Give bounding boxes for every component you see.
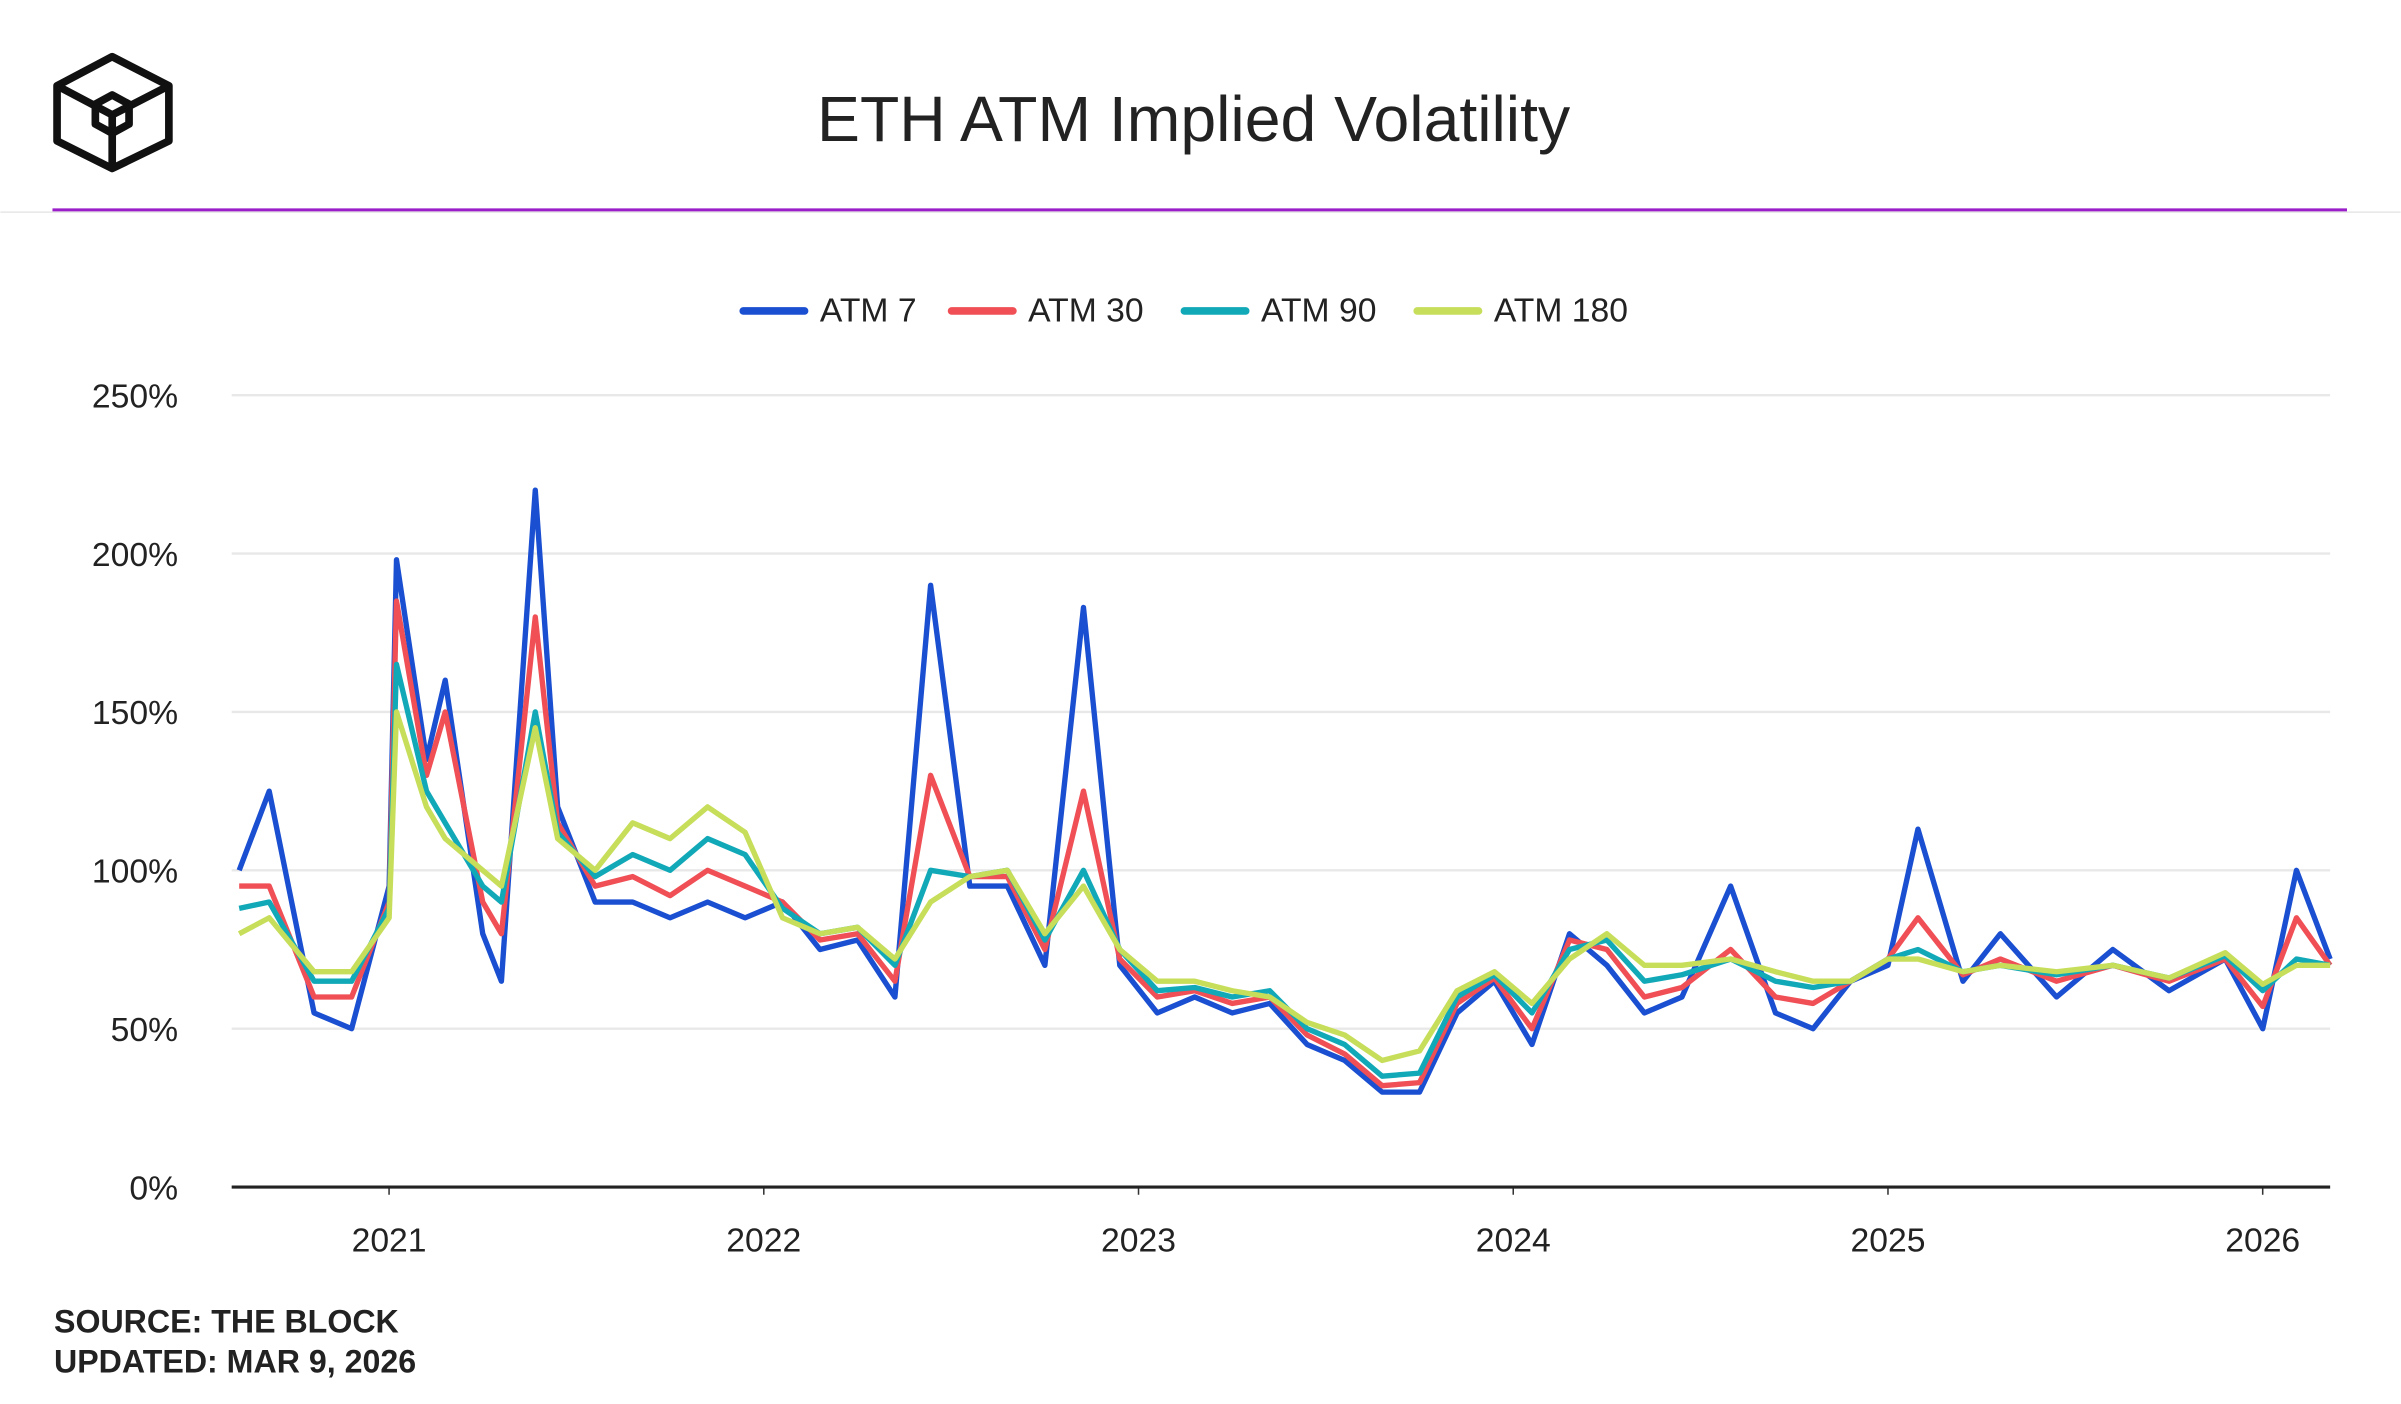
chart-title: ETH ATM Implied Volatility <box>817 83 1571 155</box>
updated-note: UPDATED: MAR 9, 2026 <box>54 1343 416 1379</box>
y-tick-label: 200% <box>92 537 178 574</box>
logo <box>53 52 173 173</box>
y-tick-label: 0% <box>129 1170 178 1207</box>
x-tick-label: 2022 <box>726 1222 801 1259</box>
x-tick-label: 2026 <box>2225 1222 2300 1259</box>
x-tick-label: 2023 <box>1101 1222 1176 1259</box>
legend-label: ATM 30 <box>1028 293 1143 330</box>
y-tick-label: 250% <box>92 378 178 415</box>
legend-label: ATM 90 <box>1261 293 1376 330</box>
y-tick-label: 50% <box>111 1012 178 1049</box>
x-tick-label: 2025 <box>1850 1222 1925 1259</box>
series-line <box>239 598 2333 1089</box>
x-tick-label: 2021 <box>352 1222 427 1259</box>
y-tick-label: 100% <box>92 854 178 891</box>
legend-label: ATM 180 <box>1494 293 1628 330</box>
x-tick-label: 2024 <box>1476 1222 1551 1259</box>
series-line <box>237 709 2331 1064</box>
source-note: SOURCE: THE BLOCK <box>54 1304 399 1340</box>
y-tick-label: 150% <box>92 695 178 732</box>
legend-label: ATM 7 <box>820 293 917 330</box>
